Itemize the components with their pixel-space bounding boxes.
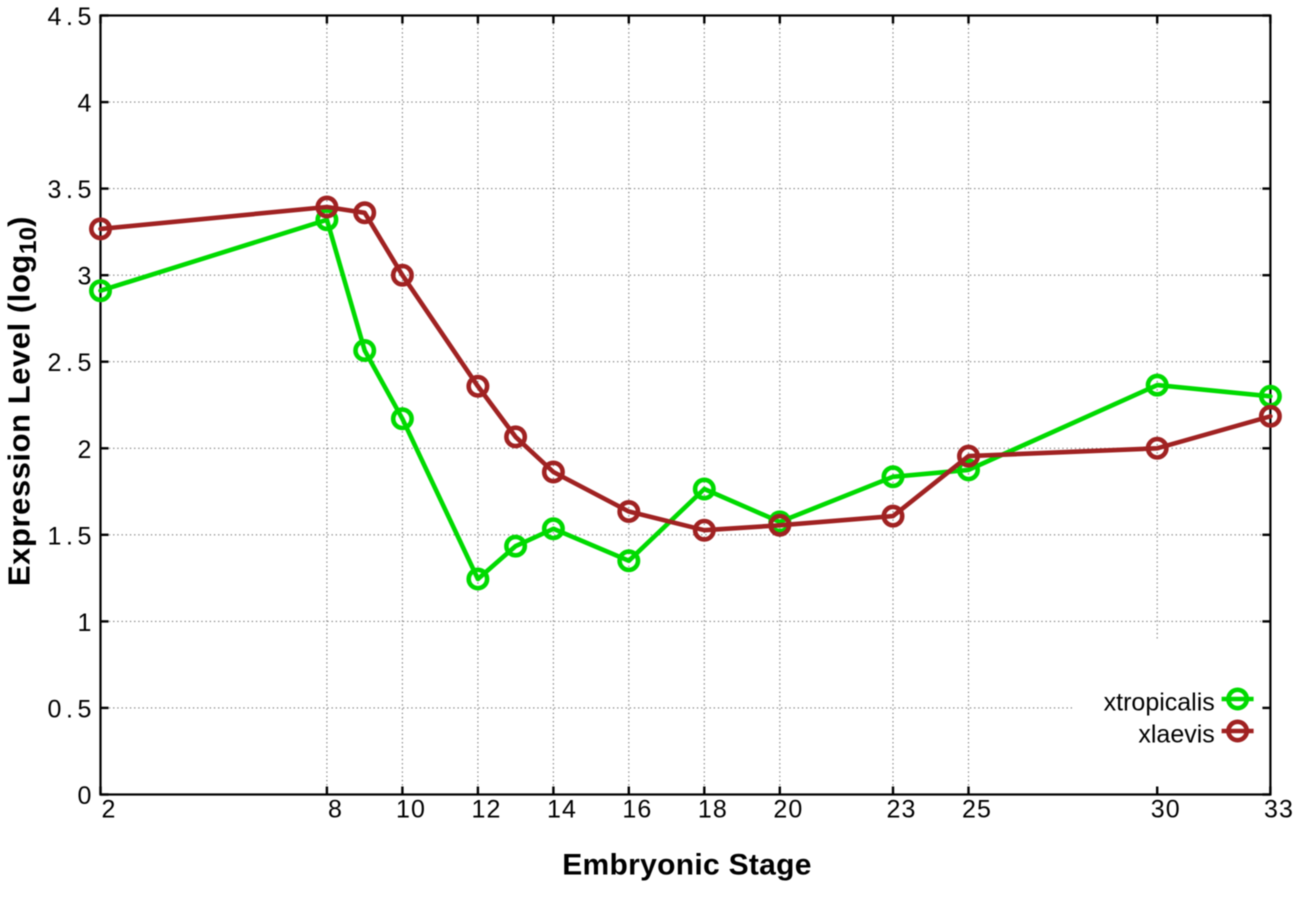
svg-text:5: 5 — [78, 3, 92, 31]
svg-text:1: 1 — [396, 796, 410, 824]
svg-text:2: 2 — [102, 796, 116, 824]
svg-text:5: 5 — [78, 349, 92, 377]
svg-text:Expression Level (log10): Expression Level (log10) — [2, 216, 43, 586]
svg-text:1: 1 — [48, 522, 62, 550]
svg-text:5: 5 — [78, 695, 92, 723]
svg-text:1: 1 — [622, 796, 636, 824]
svg-text:.: . — [66, 3, 73, 31]
svg-text:.: . — [66, 349, 73, 377]
svg-text:3: 3 — [48, 176, 62, 204]
svg-text:1: 1 — [471, 796, 485, 824]
svg-text:2: 2 — [887, 796, 901, 824]
svg-text:4: 4 — [48, 3, 62, 31]
svg-text:1: 1 — [698, 796, 712, 824]
svg-text:8: 8 — [713, 796, 727, 824]
svg-text:xtropicalis: xtropicalis — [1104, 689, 1215, 717]
svg-text:4: 4 — [562, 796, 576, 824]
svg-text:.: . — [66, 176, 73, 204]
svg-text:2: 2 — [48, 349, 62, 377]
svg-text:8: 8 — [328, 796, 342, 824]
svg-text:2: 2 — [486, 796, 500, 824]
svg-text:5: 5 — [977, 796, 991, 824]
svg-text:2: 2 — [962, 796, 976, 824]
svg-text:6: 6 — [637, 796, 651, 824]
svg-text:3: 3 — [1264, 796, 1278, 824]
svg-text:3: 3 — [78, 263, 92, 291]
svg-text:2: 2 — [773, 796, 787, 824]
svg-text:1: 1 — [78, 609, 92, 637]
svg-text:3: 3 — [1151, 796, 1165, 824]
svg-text:0: 0 — [1166, 796, 1180, 824]
svg-text:4: 4 — [78, 90, 92, 118]
svg-text:0: 0 — [788, 796, 802, 824]
svg-text:0: 0 — [78, 782, 92, 810]
svg-text:Embryonic Stage: Embryonic Stage — [562, 849, 812, 882]
svg-text:0: 0 — [411, 796, 425, 824]
svg-text:5: 5 — [78, 522, 92, 550]
svg-text:xlaevis: xlaevis — [1138, 721, 1214, 749]
svg-text:3: 3 — [902, 796, 916, 824]
svg-text:2: 2 — [78, 436, 92, 464]
svg-text:1: 1 — [547, 796, 561, 824]
svg-text:5: 5 — [78, 176, 92, 204]
svg-text:.: . — [66, 695, 73, 723]
svg-text:3: 3 — [1279, 796, 1293, 824]
svg-text:.: . — [66, 522, 73, 550]
svg-text:0: 0 — [48, 695, 62, 723]
